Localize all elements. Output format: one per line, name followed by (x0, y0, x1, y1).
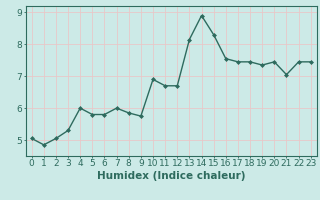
X-axis label: Humidex (Indice chaleur): Humidex (Indice chaleur) (97, 171, 245, 181)
